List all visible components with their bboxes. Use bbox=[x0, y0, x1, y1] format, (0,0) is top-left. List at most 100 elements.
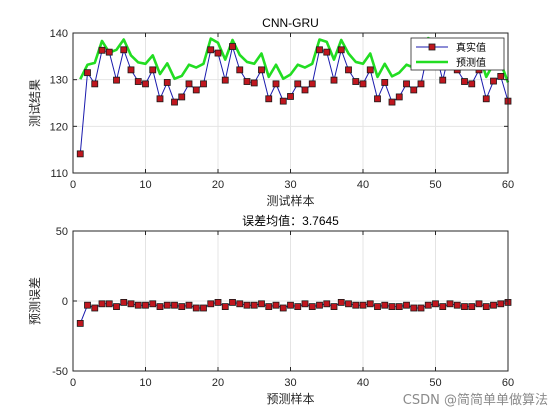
data-point-marker bbox=[374, 303, 381, 311]
data-point-marker bbox=[359, 301, 367, 309]
data-point-marker bbox=[301, 300, 309, 308]
data-point-marker bbox=[265, 95, 273, 103]
data-point-marker bbox=[497, 300, 505, 308]
data-point-marker bbox=[229, 43, 236, 50]
data-point-marker bbox=[185, 80, 193, 88]
x-tick-label: 0 bbox=[70, 377, 76, 389]
data-point-marker bbox=[316, 46, 323, 54]
data-point-marker bbox=[84, 301, 91, 309]
data-point-marker bbox=[272, 80, 280, 88]
x-tick-label: 20 bbox=[212, 377, 224, 389]
data-point-marker bbox=[243, 301, 251, 309]
data-point-marker bbox=[388, 98, 396, 106]
y-tick-label: 130 bbox=[50, 75, 68, 87]
data-point-marker bbox=[330, 303, 338, 311]
bottom-chart-y-axis-label: 预测误差 bbox=[28, 277, 42, 325]
data-point-marker bbox=[287, 93, 294, 100]
data-point-marker bbox=[200, 80, 207, 88]
data-point-marker bbox=[221, 76, 229, 84]
data-point-marker bbox=[163, 79, 171, 86]
data-point-marker bbox=[482, 303, 490, 311]
legend-marker-true bbox=[428, 43, 436, 51]
data-point-marker bbox=[156, 303, 164, 311]
data-point-marker bbox=[439, 76, 447, 84]
data-point-marker bbox=[323, 48, 331, 56]
data-point-marker bbox=[352, 78, 360, 85]
legend: 真实值 预测值 bbox=[410, 37, 505, 71]
data-point-marker bbox=[134, 78, 142, 85]
y-tick-label: 50 bbox=[56, 226, 68, 238]
data-point-marker bbox=[381, 79, 389, 86]
data-point-marker bbox=[98, 300, 106, 308]
data-point-marker bbox=[294, 303, 302, 311]
data-point-marker bbox=[468, 80, 476, 88]
data-point-marker bbox=[127, 66, 135, 74]
data-point-marker bbox=[345, 300, 352, 308]
data-point-marker bbox=[294, 80, 302, 88]
data-point-marker bbox=[497, 73, 505, 80]
data-point-marker bbox=[424, 301, 432, 309]
data-point-marker bbox=[461, 78, 468, 85]
data-point-marker bbox=[149, 66, 157, 74]
data-point-marker bbox=[250, 79, 258, 87]
data-point-marker bbox=[490, 77, 497, 85]
data-point-marker bbox=[403, 80, 410, 88]
x-tick-label: 30 bbox=[284, 377, 296, 389]
data-point-marker bbox=[453, 301, 461, 309]
top-chart: 0 10 20 30 40 50 60 110 120 130 140 CNN-GRU 测试样本 测… bbox=[27, 16, 514, 208]
top-chart-ticks: 0 10 20 30 40 50 60 110 120 130 140 bbox=[50, 28, 514, 191]
data-point-marker bbox=[301, 86, 309, 94]
data-point-marker bbox=[200, 304, 207, 312]
data-point-marker bbox=[120, 46, 128, 54]
data-point-marker bbox=[91, 304, 99, 312]
data-point-marker bbox=[388, 303, 396, 311]
data-point-marker bbox=[163, 301, 171, 309]
x-tick-label: 0 bbox=[70, 179, 76, 191]
legend-label-predicted: 预测值 bbox=[456, 56, 486, 69]
data-point-marker bbox=[403, 301, 410, 309]
x-tick-label: 40 bbox=[357, 377, 369, 389]
data-point-marker bbox=[98, 46, 106, 54]
x-tick-label: 60 bbox=[502, 377, 514, 389]
data-point-marker bbox=[214, 49, 222, 57]
data-point-marker bbox=[265, 303, 273, 311]
data-point-marker bbox=[105, 48, 113, 56]
y-tick-label: 120 bbox=[50, 121, 68, 133]
y-tick-label: 0 bbox=[62, 296, 68, 308]
data-point-marker bbox=[171, 98, 178, 106]
watermark: CSDN @简简单单做算法 bbox=[403, 392, 548, 408]
bottom-chart-title: 误差均值：3.7645 bbox=[242, 213, 339, 228]
data-point-marker bbox=[395, 303, 403, 311]
y-tick-label: 110 bbox=[50, 168, 68, 180]
data-point-marker bbox=[243, 78, 251, 85]
data-point-marker bbox=[142, 301, 149, 309]
data-point-marker bbox=[236, 300, 244, 308]
data-point-marker bbox=[395, 93, 403, 101]
data-point-marker bbox=[279, 304, 287, 312]
data-point-marker bbox=[308, 303, 316, 311]
data-point-marker bbox=[105, 300, 113, 308]
data-point-marker bbox=[207, 46, 215, 54]
data-point-marker bbox=[192, 304, 200, 312]
data-point-marker bbox=[76, 150, 84, 158]
data-point-marker bbox=[171, 301, 178, 309]
bottom-chart-x-axis-label: 预测样本 bbox=[266, 391, 314, 406]
data-point-marker bbox=[185, 301, 193, 309]
data-point-marker bbox=[120, 298, 128, 306]
data-point-marker bbox=[279, 97, 287, 105]
data-point-marker bbox=[229, 298, 236, 306]
legend-label-true: 真实值 bbox=[456, 41, 486, 54]
data-point-marker bbox=[113, 303, 120, 311]
data-point-marker bbox=[272, 301, 280, 309]
data-point-marker bbox=[366, 66, 374, 74]
top-chart-title: CNN-GRU bbox=[262, 16, 319, 30]
data-point-marker bbox=[461, 303, 468, 311]
top-chart-x-axis-label: 测试样本 bbox=[266, 193, 314, 208]
x-tick-label: 40 bbox=[357, 179, 369, 191]
data-point-marker bbox=[142, 80, 149, 88]
data-point-marker bbox=[323, 300, 331, 308]
data-point-marker bbox=[178, 93, 186, 101]
data-point-marker bbox=[127, 300, 135, 308]
data-point-marker bbox=[76, 319, 84, 327]
